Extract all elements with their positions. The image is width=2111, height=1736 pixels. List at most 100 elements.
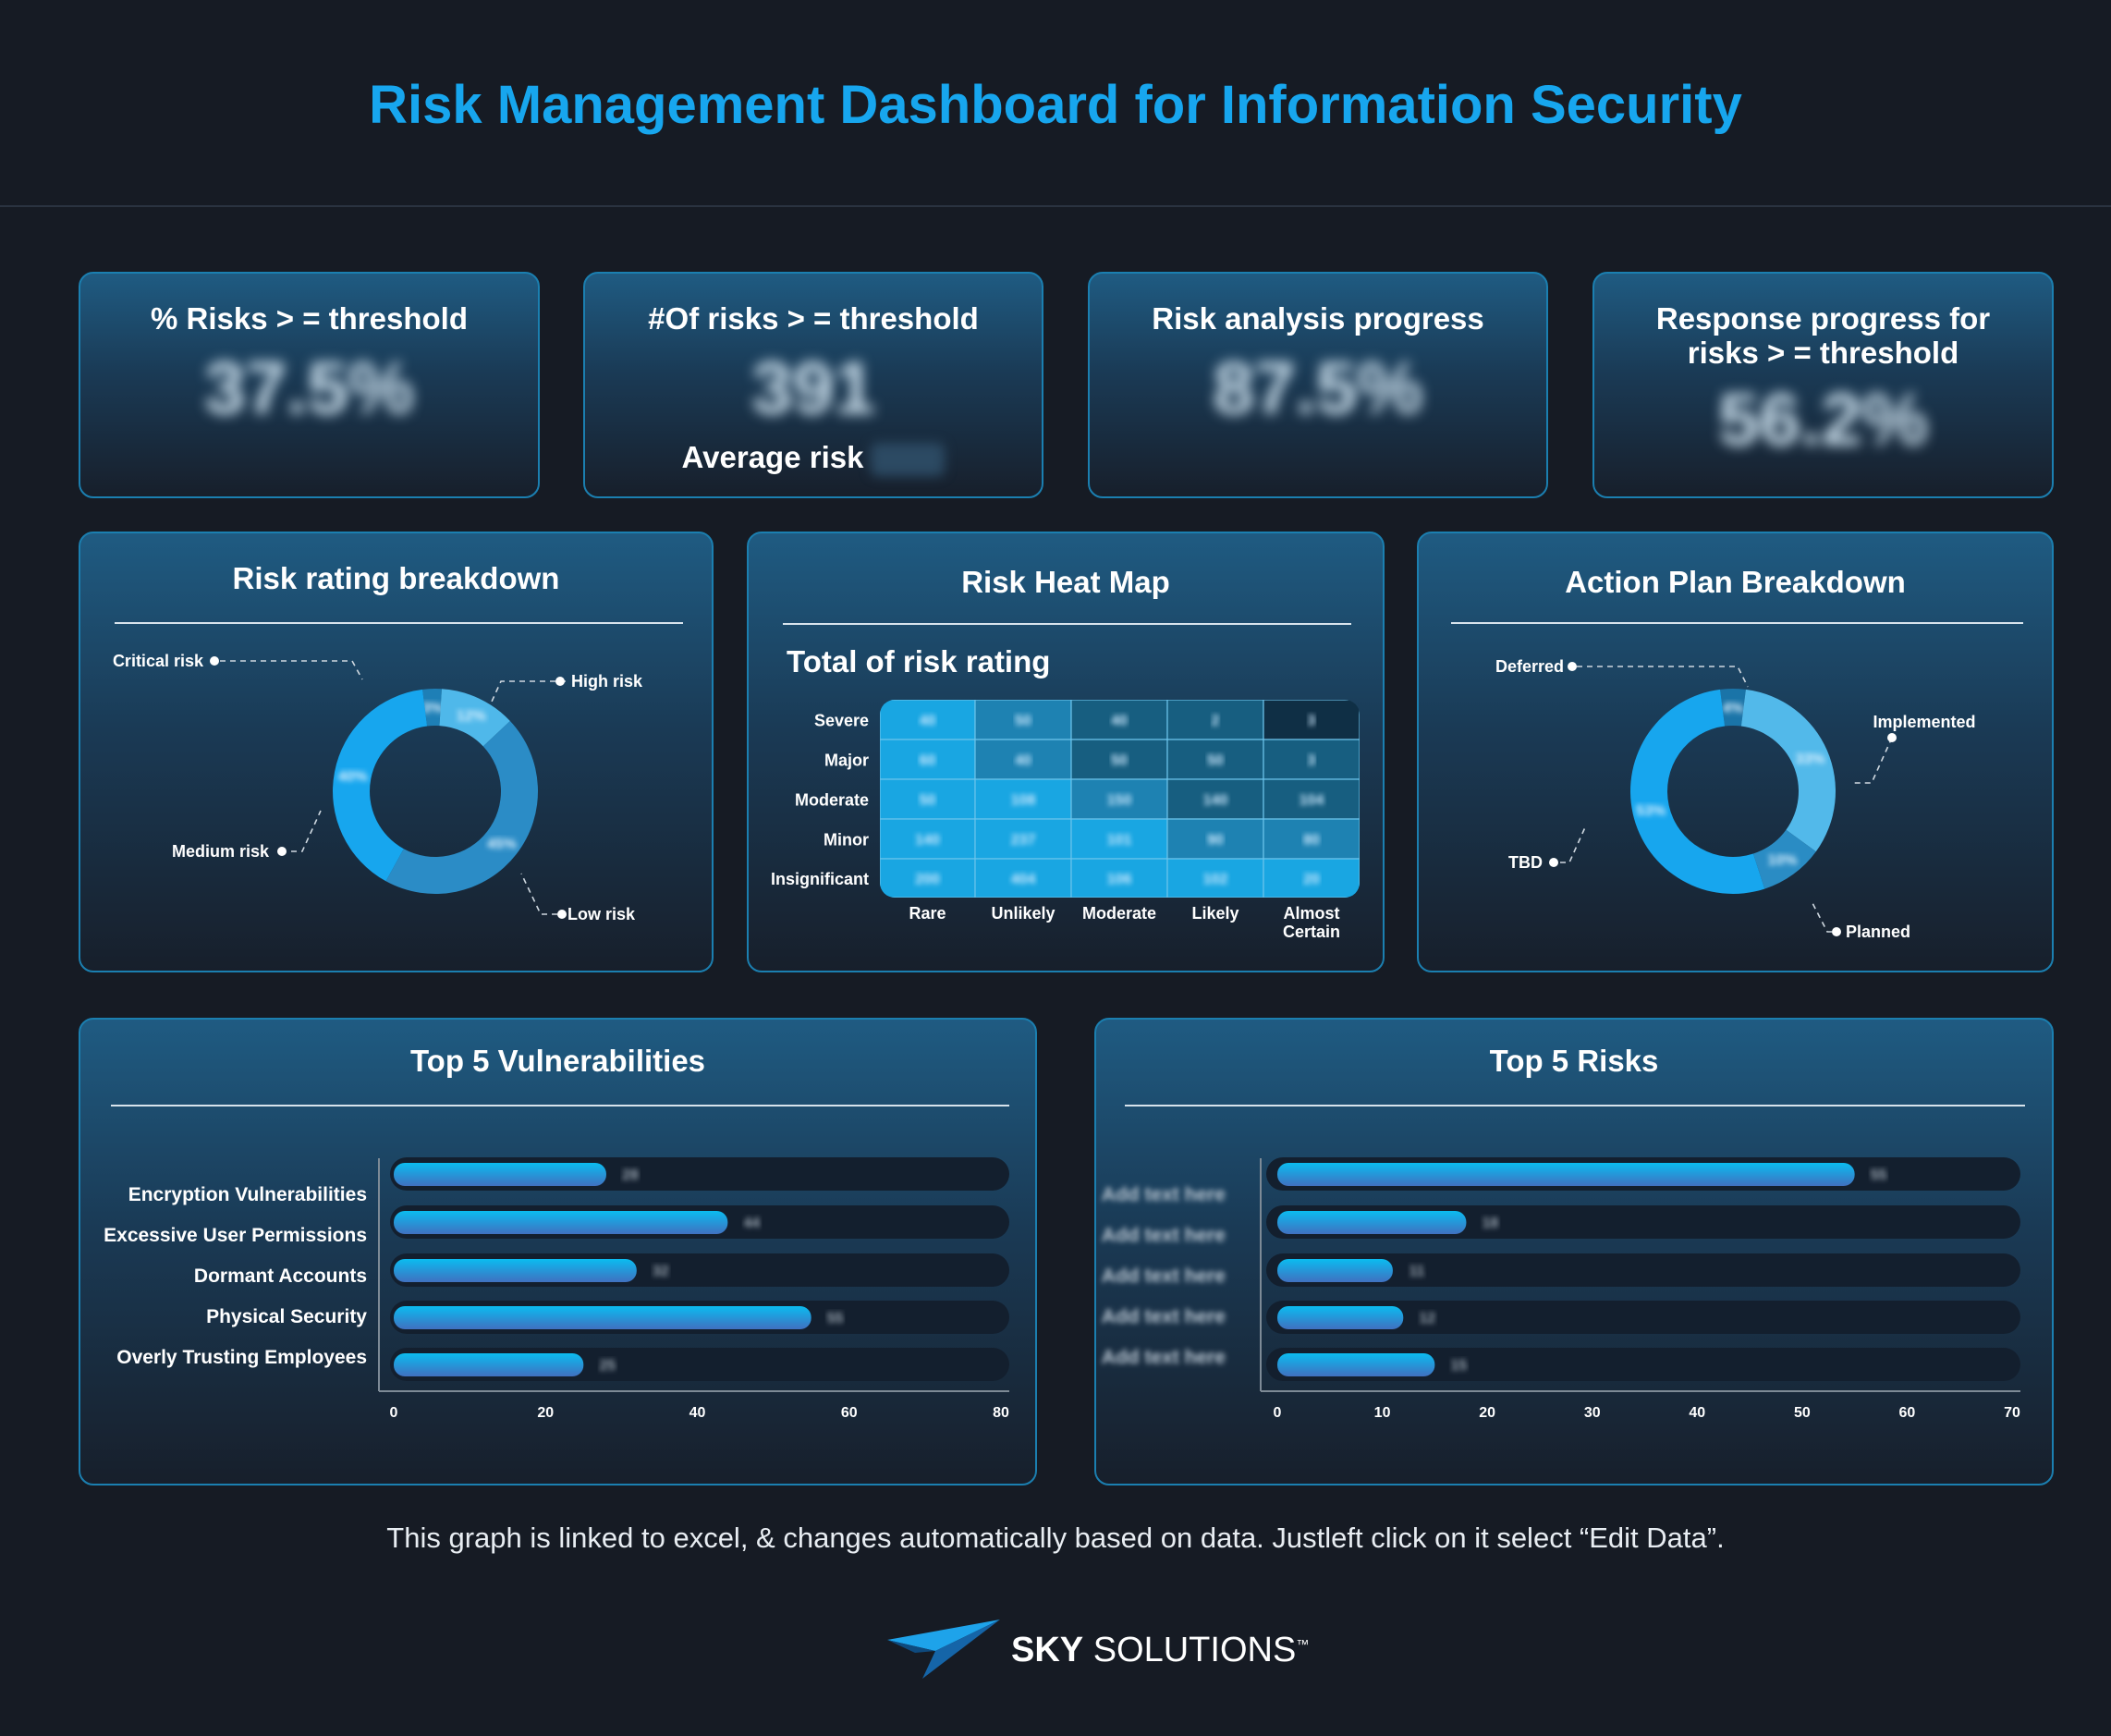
title-divider — [1125, 1105, 2025, 1106]
donut-slice-tbd[interactable] — [1630, 689, 1765, 894]
heat-cell[interactable] — [880, 858, 976, 898]
row-label: Severe — [814, 712, 869, 730]
x-tick-label: 50 — [1794, 1405, 1811, 1421]
kpi-card-percent-risks: % Risks > = threshold 37.5% — [79, 272, 540, 498]
column-label-line: Almost — [1283, 904, 1339, 923]
donut-slice-low-risk[interactable] — [385, 721, 539, 895]
column-label-line: Moderate — [1082, 904, 1156, 923]
bar[interactable] — [394, 1163, 606, 1186]
risks-bar-chart[interactable]: 55 Add text here 18 Add text here 11 Add text… — [1096, 1020, 2054, 1485]
heat-cell-value: 200 — [915, 872, 940, 887]
title-divider — [783, 623, 1351, 625]
heat-cell-value: 150 — [1107, 793, 1132, 809]
bar[interactable] — [1277, 1306, 1404, 1329]
column-label-line: Unlikely — [991, 904, 1055, 923]
kpi-value: 87.5% — [1213, 347, 1423, 429]
bar[interactable] — [394, 1211, 728, 1234]
column-label: Almost Certain — [1283, 904, 1340, 941]
bar-track — [1266, 1348, 2020, 1381]
heat-cell-value: 90 — [1207, 833, 1224, 849]
category-label: Add text here — [1102, 1306, 1226, 1327]
x-tick-label: 30 — [1584, 1405, 1601, 1421]
bar[interactable] — [1277, 1211, 1467, 1234]
row-label: Insignificant — [771, 870, 869, 888]
kpi-title-line: Response progress for — [1655, 301, 1991, 336]
heat-cell-value: 3 — [1308, 753, 1316, 769]
heat-cell[interactable] — [1070, 778, 1168, 820]
bar-value-label: 44 — [743, 1216, 760, 1231]
donut-slice-implemented[interactable] — [1740, 689, 1836, 852]
kpi-value: 56.2% — [1718, 378, 1928, 460]
bar[interactable] — [394, 1353, 584, 1376]
row-label: Moderate — [795, 791, 869, 810]
heat-cell[interactable] — [1263, 778, 1360, 820]
heat-cell[interactable] — [1070, 818, 1168, 860]
risk-rating-donut[interactable]: 3% 12% 45% 40% Critical risk High risk Low ris… — [80, 533, 714, 972]
category-label: Add text here — [1102, 1265, 1226, 1287]
donut-slice-high-risk[interactable] — [439, 689, 510, 747]
kpi-title: #Of risks > = threshold — [648, 301, 979, 336]
heat-cell[interactable] — [974, 778, 1072, 820]
bar[interactable] — [394, 1306, 811, 1329]
heat-map-grid[interactable]: 40 50 40 2 3 60 40 50 50 3 50 108 150 140 104 140 237 101… — [749, 533, 1385, 972]
x-tick-label: 60 — [1899, 1405, 1916, 1421]
bar-value-label: 15 — [1450, 1358, 1467, 1374]
card-title: Risk rating breakdown — [232, 561, 560, 595]
callout-dot — [277, 847, 287, 856]
callout-dot — [1549, 858, 1558, 867]
heat-cell-value: 2 — [1212, 714, 1220, 729]
donut-slice-medium-risk[interactable] — [333, 689, 428, 882]
bar[interactable] — [394, 1259, 637, 1282]
heat-cell[interactable] — [1263, 739, 1360, 780]
average-risk: Average risk — [585, 440, 1042, 477]
risk-rating-card: Risk rating breakdown 3% 12% 45% 40% Critica… — [79, 532, 714, 972]
donut-slice-planned[interactable] — [1752, 829, 1816, 889]
heat-cell[interactable] — [1263, 858, 1360, 898]
page-title: Risk Management Dashboard for Informatio… — [369, 75, 1742, 135]
bar-value-label: 28 — [622, 1168, 639, 1183]
heat-cell[interactable] — [1166, 700, 1264, 740]
heat-cell[interactable] — [1070, 858, 1168, 898]
vulnerabilities-bar-chart[interactable]: 28 Encryption Vulnerabilities 44 Excessive … — [80, 1020, 1037, 1485]
callout-dot — [1568, 662, 1577, 671]
donut-slice-critical-risk[interactable] — [422, 689, 442, 727]
action-plan-donut[interactable]: 4% 33% 10% 53% Deferred Implemented Planned TBD — [1419, 533, 2054, 972]
heat-cell-value: 140 — [1203, 793, 1228, 809]
heat-cell[interactable] — [974, 858, 1072, 898]
bar[interactable] — [1277, 1353, 1435, 1376]
callout-dot — [1887, 733, 1897, 742]
heat-cell-value: 50 — [1207, 753, 1224, 769]
heat-cell[interactable] — [1166, 778, 1264, 820]
kpi-title: % Risks > = threshold — [151, 301, 468, 336]
footer-note: This graph is linked to excel, & changes… — [386, 1522, 1725, 1554]
heat-cell-value: 60 — [920, 753, 936, 769]
kpi-card-analysis-progress: Risk analysis progress 87.5% — [1088, 272, 1548, 498]
bar[interactable] — [1277, 1163, 1855, 1186]
heat-cell[interactable] — [1070, 700, 1168, 740]
header-divider — [0, 205, 2111, 207]
paper-plane-icon — [887, 1620, 1000, 1679]
slice-value-label: 10% — [1767, 853, 1797, 869]
heat-cell-value: 40 — [920, 714, 936, 729]
callout-line — [1811, 900, 1832, 933]
heat-map-subtitle: Total of risk rating — [787, 644, 1051, 679]
callout-label: Low risk — [567, 905, 636, 923]
callout-label: Critical risk — [113, 652, 204, 670]
heat-cell[interactable] — [1166, 818, 1264, 860]
slice-value-label: 53% — [1636, 803, 1666, 819]
heat-cell-value: 3 — [1308, 714, 1316, 729]
bar-value-label: 11 — [1409, 1264, 1424, 1279]
category-label: Add text here — [1102, 1184, 1226, 1205]
bar[interactable] — [1277, 1259, 1393, 1282]
slice-value-label: 3% — [422, 701, 444, 716]
row-label: Minor — [824, 831, 869, 850]
column-label-line: Rare — [909, 904, 946, 923]
heat-cell[interactable] — [1166, 858, 1264, 898]
donut-slice-deferred[interactable] — [1720, 689, 1746, 727]
heat-cell-value: 80 — [1303, 833, 1320, 849]
column-label: Likely — [1191, 904, 1239, 923]
x-tick-label: 20 — [1479, 1405, 1495, 1421]
callout-label: Deferred — [1495, 657, 1564, 676]
column-label: Moderate — [1082, 904, 1156, 923]
heat-cell-value: 40 — [1015, 753, 1031, 769]
